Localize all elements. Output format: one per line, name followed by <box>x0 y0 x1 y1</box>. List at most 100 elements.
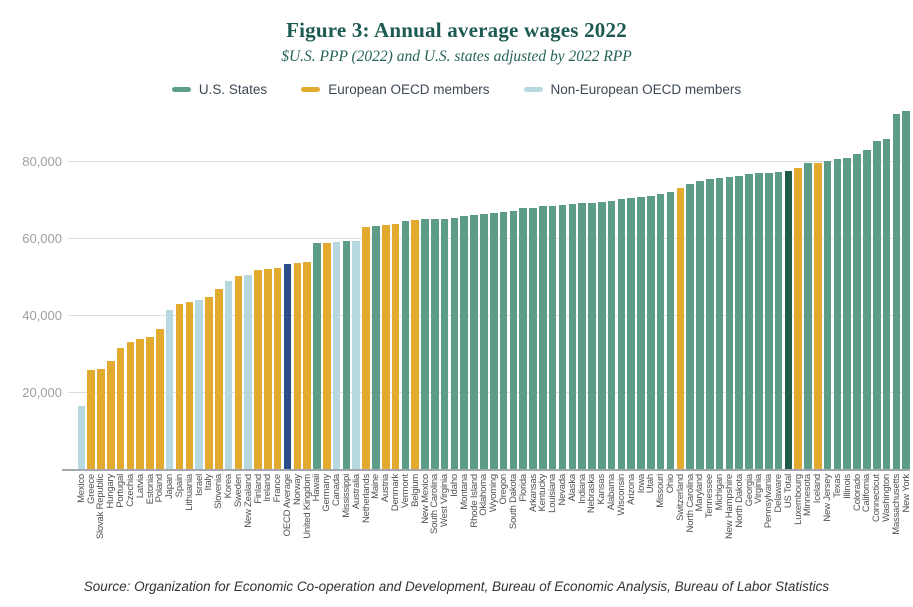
bar-texas <box>833 159 842 469</box>
legend-item-us-state: U.S. States <box>171 82 268 97</box>
bar-switzerland <box>676 187 685 469</box>
gridline <box>68 392 910 394</box>
bar-portugal <box>116 347 125 469</box>
bar-oregon <box>499 211 508 469</box>
legend: U.S. States European OECD members Non-Euro… <box>0 82 913 97</box>
bar-kentucky <box>539 206 547 469</box>
bar-louisiana <box>548 205 557 469</box>
bar-new-zealand <box>244 274 253 469</box>
bar-ireland <box>264 269 272 469</box>
bar-florida <box>519 208 527 469</box>
bar-belgium <box>411 220 419 469</box>
bar-michigan <box>715 178 724 469</box>
bar-rhode-island <box>470 215 478 469</box>
bar-montana <box>460 216 469 469</box>
bar-italy <box>205 296 213 469</box>
bar-connecticut <box>872 141 881 469</box>
bar-united-kingdom <box>303 261 311 469</box>
bar-czechia <box>126 341 135 469</box>
bar-new-hampshire <box>725 176 734 469</box>
source-note: Source: Organization for Economic Co-ope… <box>83 579 830 594</box>
x-axis-label: New York <box>900 474 912 513</box>
bar-france <box>273 267 282 469</box>
y-axis-tick-label: 40,000 <box>22 308 62 324</box>
bar-south-dakota <box>509 210 518 469</box>
bar-minnesota <box>804 163 812 469</box>
legend-label: European OECD members <box>328 82 490 97</box>
bar-sweden <box>234 275 243 469</box>
bar-austria <box>381 224 390 469</box>
bar-germany <box>323 242 331 469</box>
legend-swatch-european-oecd <box>301 87 321 92</box>
bar-new-jersey <box>823 160 832 469</box>
bar-tennessee <box>705 179 714 469</box>
bar-australia <box>352 240 361 469</box>
bar-utah <box>647 196 655 469</box>
legend-item-non-european-oecd: Non-European OECD members <box>523 82 742 97</box>
bar-illinois <box>843 158 852 469</box>
bar-idaho <box>450 217 459 469</box>
y-axis-tick-label: 80,000 <box>22 154 62 170</box>
bar-hawaii <box>313 243 321 469</box>
bar-israel <box>195 299 203 469</box>
bar-maine <box>372 225 380 469</box>
bar-iowa <box>637 196 645 469</box>
bar-us-total <box>784 171 793 469</box>
bar-pennsylvania <box>764 172 773 469</box>
bar-delaware <box>774 171 783 469</box>
bar-california <box>863 149 871 469</box>
bar-finland <box>254 270 262 469</box>
bar-slovak-republic <box>97 369 105 469</box>
bar-new-york <box>902 111 910 469</box>
x-axis-line <box>62 469 910 471</box>
gridline <box>68 238 910 240</box>
bar-georgia <box>745 174 753 469</box>
bar-missouri <box>656 193 665 469</box>
legend-label: U.S. States <box>198 82 268 97</box>
bar-ohio <box>666 192 675 469</box>
legend-swatch-us-state <box>171 87 191 92</box>
bar-greece <box>87 370 95 469</box>
bar-wyoming <box>489 213 498 469</box>
bar-colorado <box>853 154 861 469</box>
bar-virginia <box>755 172 763 469</box>
bar-hungary <box>106 360 115 469</box>
bar-alaska <box>568 204 577 469</box>
bar-slovenia <box>214 289 223 469</box>
bar-iceland <box>814 163 822 469</box>
bar-lithuania <box>185 301 194 469</box>
bar-korea <box>224 281 233 469</box>
bar-north-carolina <box>686 183 694 469</box>
bar-oecd-average <box>283 264 292 469</box>
bar-north-dakota <box>735 175 744 469</box>
bar-mexico <box>77 406 86 469</box>
bar-mississippi <box>342 241 351 469</box>
bar-luxembourg <box>794 167 802 469</box>
bar-netherlands <box>362 227 370 469</box>
bar-kansas <box>597 201 606 469</box>
bar-massachusetts <box>892 114 901 469</box>
bar-norway <box>293 262 302 469</box>
bar-arkansas <box>529 207 537 469</box>
bar-new-mexico <box>421 219 429 469</box>
bar-spain <box>175 304 184 469</box>
y-axis-tick-label: 60,000 <box>22 231 62 247</box>
bar-vermont <box>401 221 410 469</box>
bar-canada <box>332 242 341 469</box>
bar-nevada <box>558 204 567 469</box>
bar-wisconsin <box>617 199 626 469</box>
bar-oklahoma <box>480 214 488 469</box>
chart-title: Figure 3: Annual average wages 2022 <box>286 18 627 42</box>
bar-maryland <box>696 181 704 469</box>
bar-washington <box>882 139 891 469</box>
legend-swatch-non-european-oecd <box>523 87 543 92</box>
legend-label: Non-European OECD members <box>550 82 742 97</box>
y-axis-tick-label: 20,000 <box>22 385 62 401</box>
chart-subtitle: $U.S. PPP (2022) and U.S. states adjuste… <box>281 48 632 65</box>
bar-alabama <box>607 200 616 469</box>
bar-nebraska <box>588 202 596 469</box>
legend-item-european-oecd: European OECD members <box>301 82 490 97</box>
gridline <box>68 315 910 317</box>
